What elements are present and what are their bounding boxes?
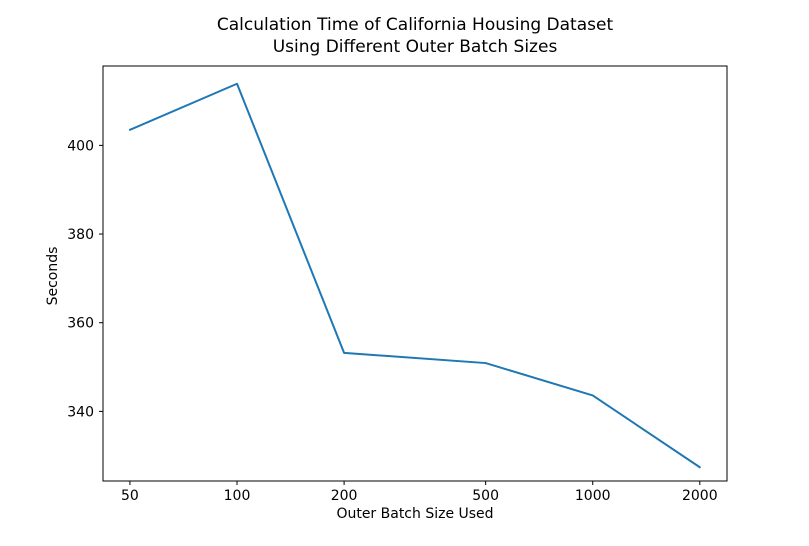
y-tick-label: 400 [67,138,94,154]
x-tick-label: 1000 [575,488,611,504]
x-tick-label: 100 [224,488,251,504]
y-tick-label: 380 [67,227,94,243]
axes-spines [102,65,728,482]
x-axis-label: Outer Batch Size Used [336,506,494,522]
x-tick-label: 50 [121,488,139,504]
data-line-calculation-time [128,82,701,469]
x-tick-label: 500 [472,488,499,504]
y-tick-label: 360 [67,316,94,332]
x-tick-label: 200 [331,488,358,504]
y-tick-label: 340 [67,404,94,420]
chart-title-line1: Calculation Time of California Housing D… [216,15,614,35]
x-tick-label: 2000 [682,488,718,504]
y-axis-label: Seconds [45,246,61,306]
chart-title-line2: Using Different Outer Batch Sizes [272,37,558,57]
chart-title: Calculation Time of California Housing D… [103,14,727,58]
